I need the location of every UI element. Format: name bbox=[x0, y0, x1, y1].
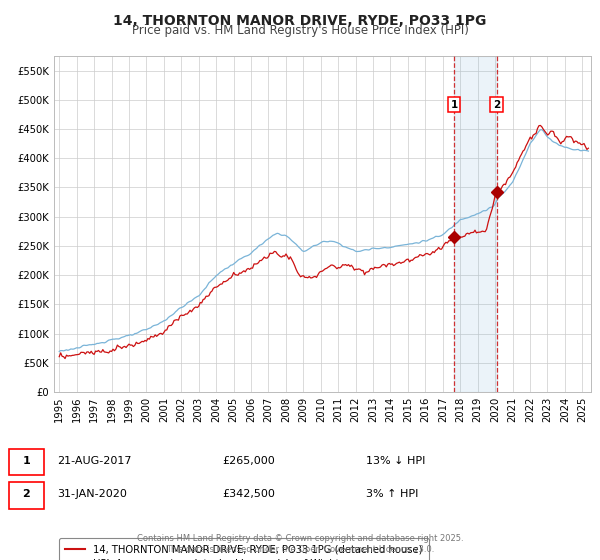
Text: 1: 1 bbox=[23, 456, 30, 466]
Text: 31-JAN-2020: 31-JAN-2020 bbox=[57, 489, 127, 500]
Text: 2: 2 bbox=[23, 489, 30, 500]
Legend: 14, THORNTON MANOR DRIVE, RYDE, PO33 1PG (detached house), HPI: Average price, d: 14, THORNTON MANOR DRIVE, RYDE, PO33 1PG… bbox=[59, 538, 428, 560]
Text: 13% ↓ HPI: 13% ↓ HPI bbox=[366, 456, 425, 466]
Text: 2: 2 bbox=[493, 100, 500, 110]
Text: Contains HM Land Registry data © Crown copyright and database right 2025.
This d: Contains HM Land Registry data © Crown c… bbox=[137, 534, 463, 554]
Text: £342,500: £342,500 bbox=[222, 489, 275, 500]
Text: £265,000: £265,000 bbox=[222, 456, 275, 466]
Text: 3% ↑ HPI: 3% ↑ HPI bbox=[366, 489, 418, 500]
Bar bbox=[454, 56, 497, 392]
Text: 14, THORNTON MANOR DRIVE, RYDE, PO33 1PG: 14, THORNTON MANOR DRIVE, RYDE, PO33 1PG bbox=[113, 14, 487, 28]
Text: Price paid vs. HM Land Registry's House Price Index (HPI): Price paid vs. HM Land Registry's House … bbox=[131, 24, 469, 37]
Text: 1: 1 bbox=[451, 100, 458, 110]
Text: 21-AUG-2017: 21-AUG-2017 bbox=[57, 456, 131, 466]
